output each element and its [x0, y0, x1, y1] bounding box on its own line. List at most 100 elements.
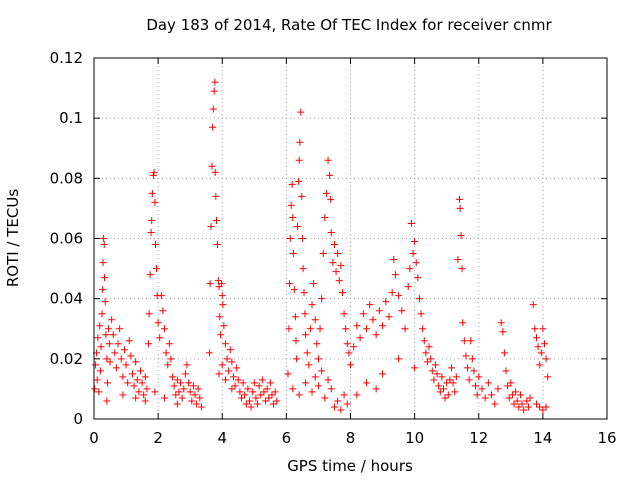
data-point — [133, 376, 141, 384]
data-point — [516, 391, 524, 399]
data-point — [226, 346, 234, 354]
data-point — [143, 385, 151, 393]
data-point — [233, 364, 241, 372]
data-point — [249, 388, 257, 396]
data-point — [273, 397, 281, 405]
data-point — [515, 403, 523, 411]
data-point — [99, 286, 107, 294]
data-point — [287, 201, 295, 209]
data-point — [379, 370, 387, 378]
data-point — [218, 280, 226, 288]
data-point — [96, 367, 104, 375]
data-point — [108, 316, 116, 324]
data-point — [332, 268, 340, 276]
data-point — [299, 265, 307, 273]
data-point — [218, 292, 226, 300]
data-point — [231, 382, 239, 390]
data-point — [148, 216, 156, 224]
data-point — [218, 361, 226, 369]
data-point — [161, 394, 169, 402]
chart-title: Day 183 of 2014, Rate Of TEC Index for r… — [146, 16, 552, 34]
data-point — [470, 367, 478, 375]
data-point — [414, 274, 422, 282]
data-point — [173, 376, 181, 384]
data-point — [242, 400, 250, 408]
data-point — [165, 340, 173, 348]
data-point — [234, 376, 242, 384]
data-point — [102, 331, 110, 339]
data-point — [271, 388, 279, 396]
data-point — [212, 192, 220, 200]
data-point — [146, 271, 154, 279]
data-point — [140, 391, 148, 399]
data-point — [296, 138, 304, 146]
data-point — [172, 391, 180, 399]
data-point — [465, 376, 473, 384]
data-point — [537, 349, 545, 357]
data-point — [443, 379, 451, 387]
data-point — [363, 325, 371, 333]
x-tick-label: 12 — [469, 429, 488, 447]
data-point — [419, 325, 427, 333]
data-point — [468, 355, 476, 363]
data-point — [151, 198, 159, 206]
data-point — [154, 319, 162, 327]
data-point — [112, 364, 120, 372]
data-point — [286, 235, 294, 242]
data-point — [385, 313, 393, 321]
data-point — [411, 238, 419, 246]
data-point — [544, 373, 552, 381]
y-tick-label: 0.1 — [59, 109, 83, 127]
data-point — [329, 259, 337, 267]
data-point — [412, 259, 420, 267]
data-point — [472, 382, 480, 390]
data-point — [127, 352, 135, 360]
data-point — [404, 283, 412, 291]
data-point — [536, 361, 544, 369]
data-point — [475, 373, 483, 381]
data-point — [366, 301, 374, 309]
data-point — [239, 379, 247, 387]
data-point — [350, 343, 358, 351]
y-axis-title: ROTI / TECUs — [4, 189, 22, 287]
data-point — [295, 391, 303, 399]
plot-area-border — [93, 57, 608, 420]
data-point — [196, 394, 204, 402]
data-point — [342, 325, 350, 333]
data-point — [100, 235, 108, 242]
data-point — [484, 379, 492, 387]
data-point — [459, 319, 467, 327]
data-point — [215, 370, 223, 378]
data-point — [109, 331, 117, 339]
data-point — [406, 265, 414, 273]
data-point — [324, 156, 332, 164]
x-tick-label: 8 — [346, 429, 356, 447]
data-point — [457, 231, 465, 239]
data-point — [150, 168, 158, 176]
data-point — [114, 340, 122, 348]
y-tick-label: 0 — [73, 410, 83, 428]
data-point — [122, 361, 130, 369]
data-point — [390, 256, 398, 264]
data-point — [252, 394, 260, 402]
x-tick-label: 6 — [282, 429, 292, 447]
data-point — [98, 310, 106, 318]
data-point — [327, 228, 335, 236]
data-point — [337, 262, 345, 270]
data-point — [96, 322, 104, 330]
data-point — [314, 382, 322, 390]
data-point — [286, 280, 294, 288]
data-point — [124, 379, 132, 387]
data-point — [208, 162, 216, 170]
data-point — [289, 250, 297, 258]
data-point — [310, 280, 318, 288]
data-point — [95, 388, 103, 396]
data-point — [169, 373, 177, 381]
data-point — [508, 391, 516, 399]
data-point — [382, 298, 390, 306]
data-point — [101, 298, 109, 306]
data-point — [237, 394, 245, 402]
data-point — [343, 400, 351, 408]
data-point — [337, 406, 345, 414]
y-tick-label: 0.12 — [50, 49, 83, 67]
